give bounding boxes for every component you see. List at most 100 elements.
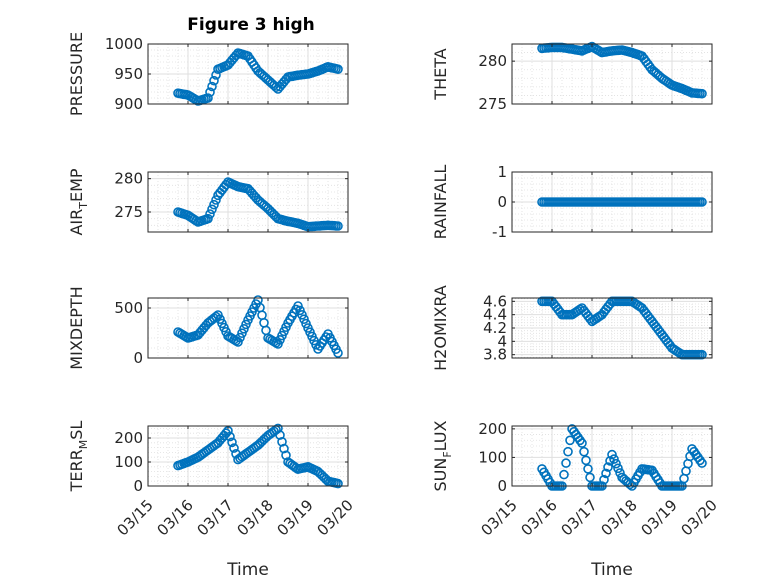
- x-tick-label: 03/17: [558, 496, 601, 539]
- data-point: [203, 213, 213, 224]
- data-point: [611, 458, 621, 469]
- y-axis-label: TERRMSL: [67, 421, 90, 493]
- data-point: [609, 454, 619, 464]
- data-point: [607, 449, 617, 460]
- data-point: [333, 478, 343, 489]
- data-point: [237, 328, 247, 339]
- x-tick-label: 03/19: [274, 496, 317, 539]
- data-point: [599, 474, 609, 485]
- data-point: [207, 204, 217, 215]
- data-point: [203, 93, 213, 103]
- data-point: [697, 458, 707, 468]
- y-axis-label: AIRTEMP: [67, 168, 90, 235]
- data-point: [295, 305, 305, 316]
- axes-box: [147, 297, 349, 359]
- x-tick-label: 03/15: [114, 496, 157, 539]
- x-axis-label: Time: [226, 560, 269, 580]
- axes-box: [147, 171, 349, 233]
- data-point: [241, 319, 251, 330]
- y-tick-label: 500: [114, 299, 143, 317]
- y-axis-label: SUNFLUX: [431, 420, 454, 491]
- data-point: [697, 197, 707, 207]
- data-point: [333, 64, 343, 74]
- data-point: [565, 435, 575, 446]
- y-tick-label: 3.8: [483, 346, 507, 364]
- y-tick-label: 275: [114, 203, 143, 221]
- y-tick-label: 4.4: [483, 306, 507, 324]
- y-tick-label: 100: [478, 448, 507, 466]
- data-point: [579, 446, 589, 457]
- x-tick-label: 03/15: [478, 496, 521, 539]
- y-tick-label: 4: [497, 332, 507, 350]
- y-axis-label: H2OMIXRA: [431, 285, 450, 371]
- axes-box: [511, 43, 713, 105]
- y-axis-label: RAINFALL: [431, 165, 450, 240]
- data-point: [603, 462, 613, 472]
- y-axis-label: PRESSURE: [67, 32, 86, 116]
- subplot-mixdepth: 0 500 MIXDEPTH: [67, 286, 349, 370]
- axes-box: [511, 425, 713, 487]
- data-point: [279, 443, 289, 454]
- data-point: [211, 195, 221, 205]
- data-point: [227, 437, 237, 448]
- data-point: [697, 349, 707, 360]
- data-point: [239, 323, 249, 334]
- data-point: [697, 88, 707, 99]
- y-tick-label: 275: [478, 95, 507, 113]
- y-tick-label: 0: [497, 477, 507, 495]
- x-tick-label: 03/18: [234, 496, 277, 539]
- data-point: [205, 87, 215, 97]
- data-point: [333, 348, 343, 358]
- x-axis-label: Time: [590, 560, 633, 580]
- data-point: [225, 431, 235, 442]
- y-tick-label: 0: [133, 349, 143, 367]
- data-point: [583, 464, 593, 474]
- data-point: [229, 443, 239, 453]
- data-point: [235, 332, 245, 343]
- y-tick-label: 280: [478, 52, 507, 70]
- data-point: [297, 309, 307, 320]
- y-tick-label: -1: [492, 223, 507, 241]
- y-tick-label: 200: [114, 429, 143, 447]
- data-point: [293, 301, 303, 311]
- x-tick-label: 03/20: [678, 496, 721, 539]
- y-tick-label: 1: [497, 163, 507, 181]
- x-tick-label: 03/17: [194, 496, 237, 539]
- x-tick-label: 03/20: [314, 496, 357, 539]
- data-point: [601, 468, 611, 479]
- data-point: [205, 209, 215, 219]
- y-tick-label: 900: [114, 95, 143, 113]
- data-point: [561, 458, 571, 468]
- y-tick-label: 4.2: [483, 319, 507, 337]
- x-tick-label: 03/16: [154, 496, 197, 539]
- subplot-pressure: 900 950 1000 PRESSURE: [67, 32, 349, 116]
- data-point: [281, 450, 291, 461]
- data-point: [613, 463, 623, 474]
- data-point: [209, 199, 219, 210]
- subplot-h2omixra: 3.844.24.44.6 H2OMIXRA: [431, 285, 713, 371]
- y-tick-label: 4.6: [483, 292, 507, 310]
- data-point: [301, 318, 311, 329]
- y-tick-label: 0: [497, 193, 507, 211]
- subplot-rainfall: -1 0 1 RAINFALL: [431, 163, 713, 241]
- figure-title: Figure 3 high: [187, 15, 315, 35]
- axes-box: [147, 425, 349, 487]
- data-point: [563, 446, 573, 457]
- data-point: [559, 469, 569, 480]
- y-tick-label: 0: [133, 477, 143, 495]
- subplot-air-temp: 275 280 AIRTEMP: [67, 168, 349, 236]
- x-tick-label: 03/16: [518, 496, 561, 539]
- x-tick-label: 03/18: [598, 496, 641, 539]
- y-axis-label: MIXDEPTH: [67, 286, 86, 369]
- data-point: [207, 81, 217, 92]
- y-tick-label: 100: [114, 453, 143, 471]
- y-tick-label: 1000: [105, 35, 143, 53]
- x-tick-label: 03/19: [638, 496, 681, 539]
- data-point: [585, 472, 595, 483]
- y-axis-label: THETA: [431, 48, 450, 100]
- data-point: [577, 438, 587, 448]
- data-point: [333, 221, 343, 231]
